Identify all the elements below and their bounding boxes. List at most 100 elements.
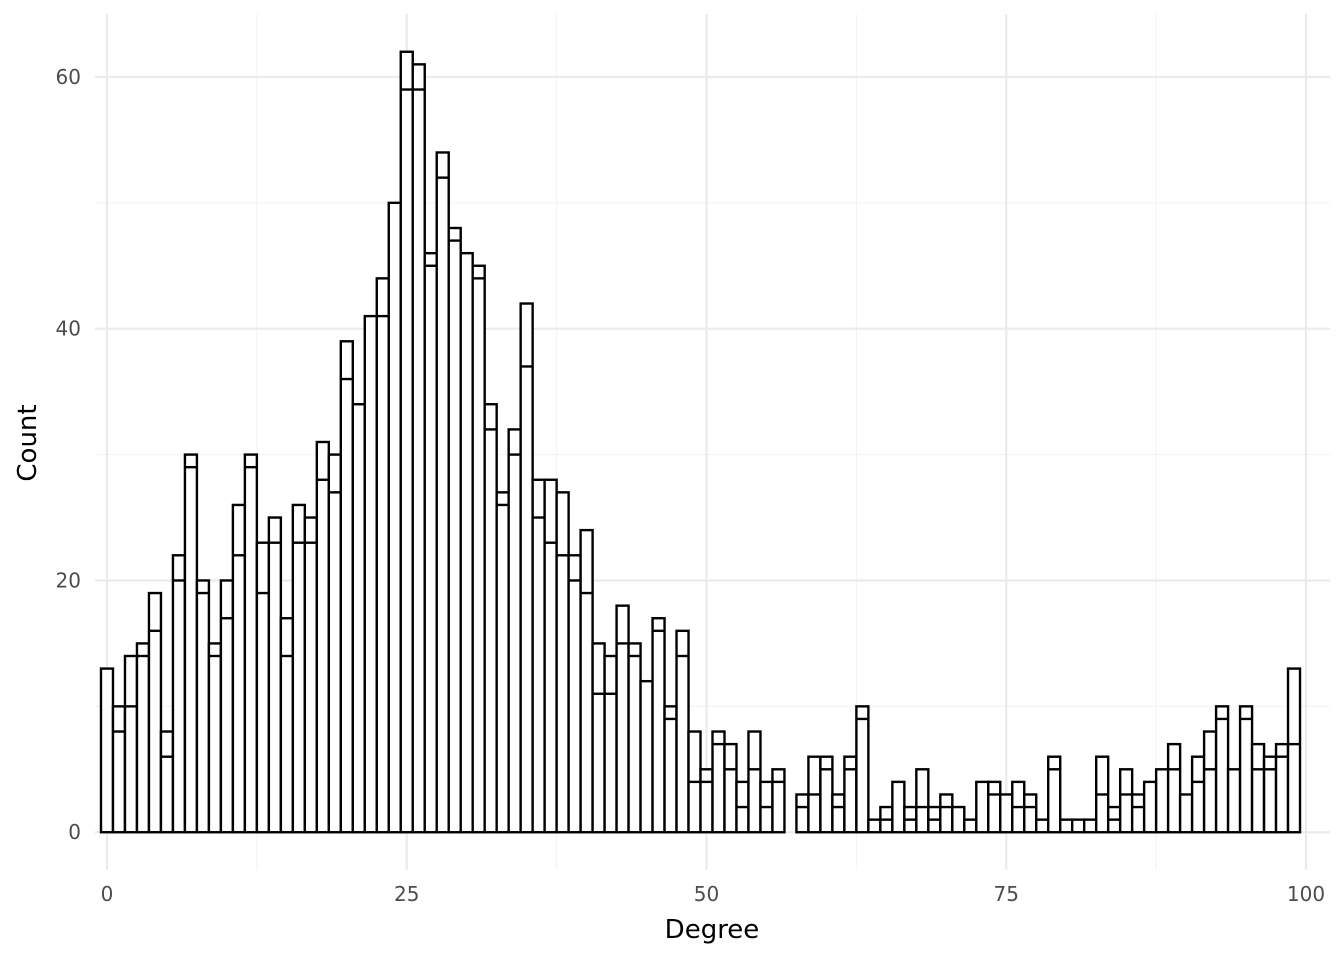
histogram-bar xyxy=(615,604,630,834)
y-axis-title: Count xyxy=(13,404,43,481)
histogram-bar xyxy=(351,403,366,834)
histogram-bar xyxy=(363,314,378,834)
x-tick-label: 25 xyxy=(394,882,419,906)
histogram-bar xyxy=(159,730,175,834)
histogram-bar xyxy=(543,478,558,834)
histogram-bar xyxy=(303,516,319,834)
x-tick-label: 50 xyxy=(694,882,719,906)
histogram-bar xyxy=(315,440,331,834)
histogram-bar xyxy=(603,654,618,834)
histogram-bar xyxy=(795,793,810,834)
y-tick-label: 60 xyxy=(56,65,81,89)
histogram-bar xyxy=(1023,793,1038,834)
histogram-bar xyxy=(483,403,498,834)
histogram-bar xyxy=(1286,667,1302,834)
x-tick-label: 0 xyxy=(101,882,114,906)
histogram-bar xyxy=(291,503,307,834)
histogram-bar xyxy=(1226,768,1242,834)
histogram-bar xyxy=(771,768,786,834)
x-tick-label: 100 xyxy=(1287,882,1325,906)
histogram-bar xyxy=(819,755,834,834)
histogram-bar xyxy=(411,63,426,834)
histogram-bar xyxy=(519,302,534,834)
histogram-bar xyxy=(939,793,954,834)
histogram-bar xyxy=(627,642,642,834)
histogram-bar xyxy=(843,755,858,834)
y-tick-label: 0 xyxy=(68,820,81,844)
histogram-bar xyxy=(915,768,930,834)
histogram-bar xyxy=(1166,742,1182,834)
histogram-bar xyxy=(1178,793,1194,834)
histogram-bar xyxy=(459,251,474,834)
histogram-bar xyxy=(327,453,343,834)
histogram-bar xyxy=(531,478,546,834)
histogram-bar xyxy=(495,491,510,834)
histogram-bar xyxy=(699,768,714,834)
histogram-bar xyxy=(195,579,211,834)
histogram-bar xyxy=(855,705,870,834)
histogram-bar xyxy=(555,491,570,834)
histogram-bars xyxy=(99,50,1302,834)
histogram-bar xyxy=(999,793,1014,834)
histogram-bar xyxy=(243,453,259,834)
y-tick-labels: 0 20 40 60 xyxy=(56,65,81,844)
histogram-bar xyxy=(1035,818,1050,834)
histogram-bar xyxy=(1059,818,1074,834)
histogram-bar xyxy=(1130,793,1146,834)
histogram-bar xyxy=(867,818,882,834)
histogram-bar xyxy=(1142,780,1158,834)
histogram-bar xyxy=(111,705,127,834)
y-tick-label: 20 xyxy=(56,568,81,592)
histogram-bar xyxy=(423,251,438,834)
histogram-bar xyxy=(723,742,738,834)
histogram-bar xyxy=(951,805,966,834)
histogram-bar xyxy=(135,642,151,834)
histogram-bar xyxy=(1202,730,1218,834)
histogram-bar xyxy=(507,428,522,834)
histogram-bar xyxy=(663,705,678,834)
histogram-bar xyxy=(147,591,163,834)
histogram-bar xyxy=(279,617,295,834)
histogram-bar xyxy=(831,793,846,834)
histogram-bar xyxy=(579,528,594,834)
histogram-bar xyxy=(99,667,115,834)
histogram-bar xyxy=(639,679,654,834)
histogram-bar xyxy=(963,818,978,834)
y-tick-label: 40 xyxy=(56,317,81,341)
histogram-bar xyxy=(1250,742,1266,834)
histogram-bar xyxy=(675,629,690,834)
histogram-bar xyxy=(1238,705,1254,834)
histogram-bar xyxy=(435,151,450,834)
histogram-bar xyxy=(183,453,199,834)
x-tick-label: 75 xyxy=(994,882,1019,906)
histogram-bar xyxy=(1262,755,1278,834)
histogram-bar xyxy=(591,642,606,834)
histogram-bar xyxy=(711,730,726,834)
x-axis-title: Degree xyxy=(665,915,760,945)
histogram-bar xyxy=(255,541,271,834)
histogram-bar xyxy=(231,503,247,834)
histogram-bar xyxy=(1047,755,1062,834)
histogram-bar xyxy=(987,780,1002,834)
histogram-bar xyxy=(975,780,990,834)
histogram-bar xyxy=(1190,755,1206,834)
histogram-bar xyxy=(1214,705,1230,834)
histogram-bar xyxy=(891,780,906,834)
histogram-bar xyxy=(375,277,390,834)
histogram-bar xyxy=(447,226,462,834)
histogram-bar xyxy=(1154,768,1170,834)
histogram-bar xyxy=(1082,818,1098,834)
histogram-bar xyxy=(747,730,762,834)
histogram-bar xyxy=(171,554,187,834)
histogram-bar xyxy=(567,554,582,834)
histogram-bar xyxy=(207,642,223,834)
histogram-bar xyxy=(471,264,486,834)
x-tick-labels: 0 25 50 75 100 xyxy=(101,882,1325,906)
histogram-bar xyxy=(1071,818,1086,834)
histogram-bar xyxy=(399,50,414,834)
histogram-bar xyxy=(387,201,402,834)
histogram-bar xyxy=(267,516,283,834)
histogram-bar xyxy=(123,654,139,834)
histogram-bar xyxy=(651,617,666,834)
